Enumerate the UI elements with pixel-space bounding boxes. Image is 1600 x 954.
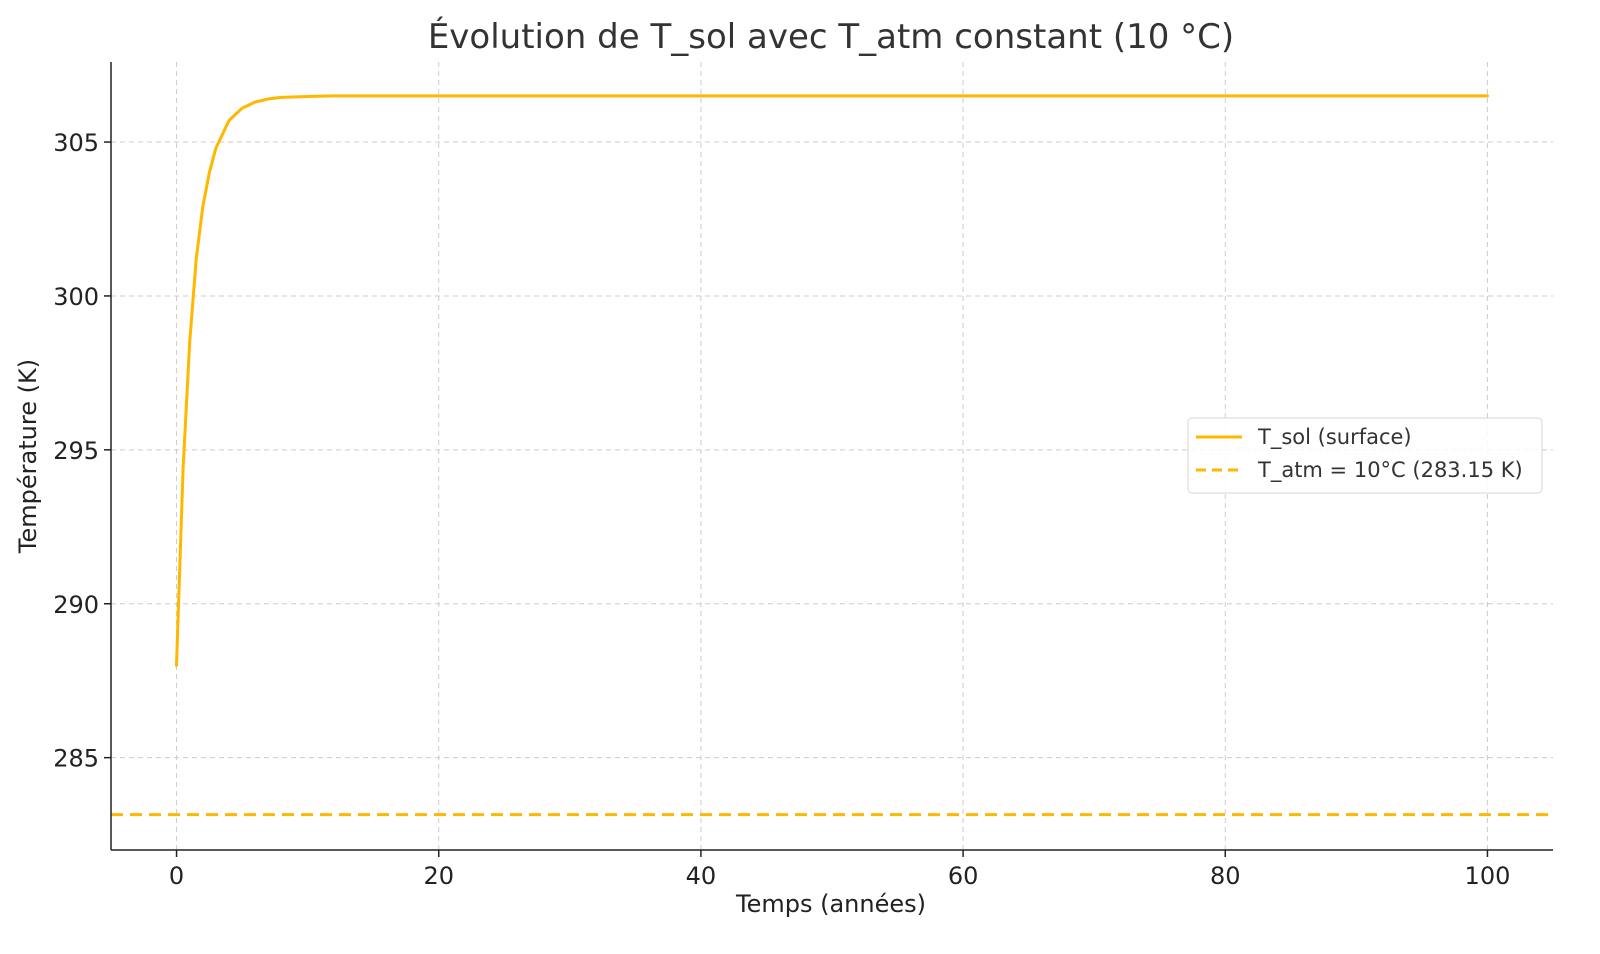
- y-tick-label: 295: [53, 437, 99, 465]
- legend: T_sol (surface) T_atm = 10°C (283.15 K): [1187, 417, 1543, 494]
- x-tick-label: 80: [1210, 862, 1241, 890]
- x-tick-label: 0: [169, 862, 184, 890]
- ticks: 0 20 40 60 80 100 285 290 295 300 305: [53, 129, 1510, 890]
- series-line-t-sol: [175, 94, 1489, 667]
- legend-label-t-atm: T_atm = 10°C (283.15 K): [1257, 458, 1523, 483]
- y-tick-label: 290: [53, 591, 99, 619]
- y-axis-label: Température (K): [14, 359, 42, 554]
- legend-label-t-sol: T_sol (surface): [1257, 425, 1412, 450]
- y-tick-label: 285: [53, 745, 99, 773]
- plot-area: [111, 94, 1553, 817]
- x-tick-label: 20: [423, 862, 454, 890]
- x-tick-label: 60: [948, 862, 979, 890]
- x-tick-label: 100: [1465, 862, 1511, 890]
- y-tick-label: 305: [53, 129, 99, 157]
- x-axis-label: Temps (années): [735, 890, 926, 918]
- y-tick-label: 300: [53, 283, 99, 311]
- legend-box: [1187, 417, 1543, 494]
- x-tick-label: 40: [686, 862, 717, 890]
- chart-title: Évolution de T_sol avec T_atm constant (…: [428, 16, 1234, 57]
